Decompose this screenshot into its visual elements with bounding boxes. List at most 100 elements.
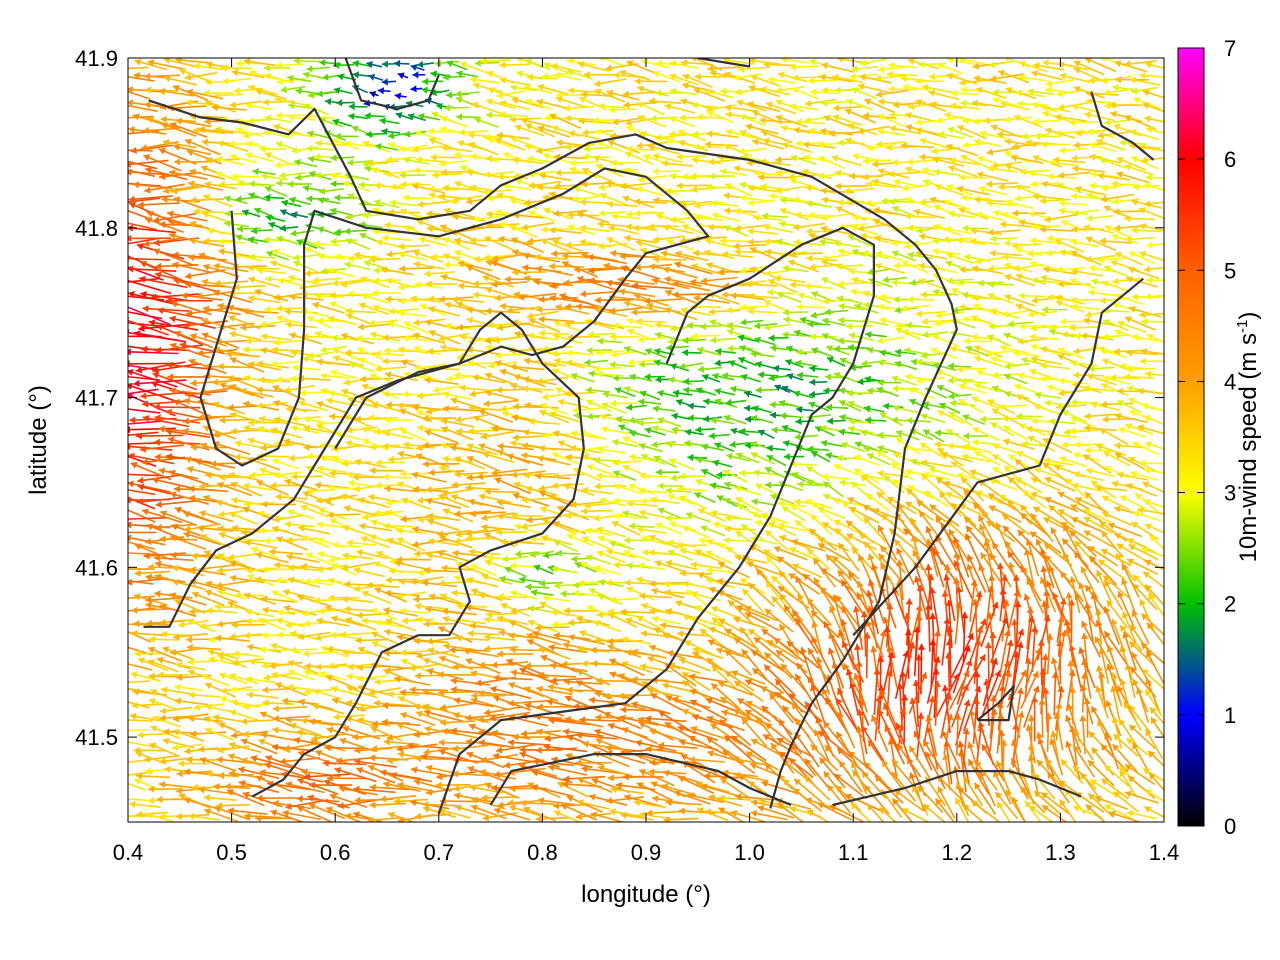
- wind-arrow: [988, 60, 1016, 69]
- wind-arrow: [775, 99, 804, 113]
- wind-arrow: [797, 292, 825, 303]
- wind-arrow: [610, 159, 641, 167]
- wind-arrow: [1100, 193, 1135, 203]
- wind-arrow: [128, 104, 158, 113]
- wind-arrow: [362, 160, 389, 168]
- wind-arrow: [1070, 250, 1102, 266]
- wind-arrow: [790, 154, 817, 165]
- wind-arrow: [985, 180, 1019, 188]
- wind-arrow: [1045, 79, 1075, 88]
- wind-arrow: [764, 248, 798, 258]
- wind-arrow: [960, 154, 989, 169]
- wind-arrow: [936, 62, 963, 75]
- wind-arrow: [456, 70, 479, 78]
- wind-arrow: [524, 123, 556, 138]
- wind-arrow: [875, 140, 906, 148]
- x-tick-label: 1.3: [1045, 840, 1076, 865]
- wind-arrow: [485, 154, 517, 162]
- wind-arrow: [184, 71, 218, 81]
- wind-arrow: [782, 264, 809, 273]
- wind-arrow: [528, 210, 556, 222]
- wind-arrow: [441, 144, 473, 153]
- wind-arrow: [139, 261, 183, 281]
- wind-arrow: [1131, 156, 1159, 170]
- wind-arrow: [1004, 294, 1035, 307]
- wind-arrow: [215, 171, 243, 183]
- wind-arrow: [128, 277, 161, 283]
- wind-arrow: [833, 104, 866, 112]
- wind-arrow: [168, 169, 208, 180]
- wind-arrow: [678, 139, 709, 152]
- wind-arrow: [821, 277, 847, 290]
- wind-arrow: [626, 60, 659, 76]
- wind-arrow: [795, 139, 824, 147]
- wind-arrow: [606, 89, 640, 101]
- wind-arrow: [1057, 171, 1091, 179]
- wind-arrow: [875, 89, 910, 98]
- wind-arrow: [468, 141, 499, 156]
- wind-arrow: [362, 140, 391, 153]
- wind-arrow: [905, 112, 937, 123]
- wind-arrow: [1059, 146, 1088, 154]
- x-tick-label: 0.8: [527, 840, 558, 865]
- wind-arrow: [248, 69, 278, 80]
- wind-arrow: [874, 262, 905, 274]
- wind-arrow: [734, 224, 767, 232]
- wind-arrow: [792, 222, 826, 231]
- wind-arrow: [774, 274, 806, 283]
- wind-arrow: [372, 289, 401, 297]
- wind-arrow: [637, 114, 667, 128]
- wind-arrow: [1143, 265, 1164, 273]
- wind-arrow: [989, 249, 1022, 257]
- wind-arrow: [315, 171, 342, 179]
- wind-arrow: [631, 308, 668, 316]
- x-axis-title: longitude (°): [581, 881, 711, 908]
- wind-arrow: [153, 248, 193, 266]
- wind-arrow: [738, 147, 768, 155]
- wind-arrow: [747, 184, 779, 193]
- colorbar-title-end: ): [1235, 312, 1262, 320]
- wind-arrow: [1141, 156, 1164, 164]
- wind-arrow: [851, 248, 877, 259]
- wind-arrow: [369, 256, 401, 264]
- wind-arrow: [748, 58, 781, 65]
- wind-arrow: [494, 137, 526, 151]
- wind-arrow: [252, 168, 276, 176]
- wind-arrow: [987, 165, 1018, 173]
- wind-arrow: [724, 183, 753, 197]
- wind-arrow: [1126, 276, 1159, 288]
- colorbar-tick-label: 1: [1224, 703, 1236, 728]
- wind-arrow: [1070, 238, 1100, 248]
- wind-arrow: [290, 229, 314, 237]
- wind-arrow: [564, 114, 597, 122]
- wind-arrow: [520, 117, 553, 128]
- wind-arrow: [291, 211, 309, 219]
- wind-arrow: [312, 240, 341, 248]
- wind-arrow: [1070, 192, 1100, 200]
- wind-arrow: [188, 180, 224, 191]
- wind-arrow: [913, 208, 946, 220]
- wind-arrow: [747, 227, 779, 235]
- wind-arrow: [329, 291, 362, 299]
- wind-arrow: [193, 127, 226, 135]
- colorbar-gradient: [1177, 47, 1205, 827]
- wind-arrow: [818, 155, 845, 170]
- wind-arrow: [644, 297, 683, 305]
- wind-arrow: [263, 64, 291, 72]
- wind-arrow: [1129, 76, 1161, 86]
- x-tick-label: 0.9: [631, 840, 662, 865]
- wind-arrow: [987, 264, 1018, 273]
- wind-arrow: [231, 69, 265, 79]
- wind-arrow: [877, 65, 906, 73]
- wind-arrow: [264, 114, 292, 123]
- colorbar-tick-label: 5: [1224, 258, 1236, 283]
- wind-arrow: [442, 253, 473, 266]
- wind-arrow: [410, 295, 442, 303]
- wind-arrow: [137, 201, 180, 209]
- wind-arrow: [142, 305, 190, 313]
- wind-arrow: [921, 83, 953, 94]
- wind-arrow: [369, 91, 379, 98]
- wind-arrow: [331, 137, 359, 151]
- wind-arrow: [976, 171, 1009, 182]
